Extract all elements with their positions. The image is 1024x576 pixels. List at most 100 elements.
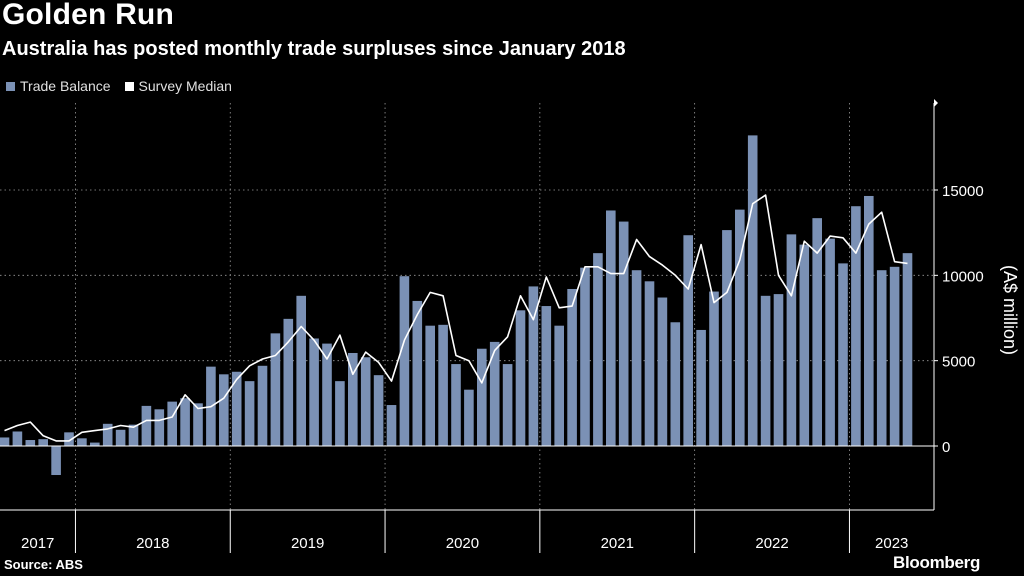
trade-balance-bar [154, 409, 165, 446]
trade-balance-bar [683, 235, 693, 446]
trade-balance-bar [167, 401, 177, 446]
x-year-label: 2021 [601, 535, 634, 552]
trade-balance-bar [335, 381, 345, 446]
x-year-label: 2019 [291, 535, 324, 552]
trade-balance-bar [12, 431, 23, 446]
trade-balance-bar [25, 440, 36, 446]
grid-lines [0, 103, 934, 510]
trade-balance-bar [51, 446, 61, 476]
trade-balance-bar [864, 195, 874, 446]
trade-balance-bar [515, 310, 526, 446]
trade-balance-bar [38, 439, 48, 446]
trade-balance-bar [489, 341, 500, 446]
chart-subtitle: Australia has posted monthly trade surpl… [2, 38, 626, 60]
source-note: Source: ABS [4, 557, 83, 572]
trade-balance-bar [670, 322, 681, 446]
trade-balance-bar [0, 437, 10, 446]
trade-balance-bar [696, 329, 706, 446]
y-tick-label: 15000 [942, 183, 984, 200]
trade-balance-bar [141, 405, 152, 446]
trade-balance-bar [322, 343, 332, 446]
y-axis-arrow [934, 99, 938, 107]
trade-balance-bar [283, 318, 294, 446]
trade-balance-bar [657, 297, 668, 446]
trade-balance-bar [722, 230, 732, 446]
x-year-label: 2020 [446, 535, 479, 552]
bars-group [0, 135, 913, 476]
trade-balance-bar [541, 306, 552, 446]
trade-balance-bar [838, 263, 848, 446]
legend-item-trade-balance: Trade Balance [6, 78, 111, 94]
trade-balance-bar [257, 365, 268, 446]
axes-group [0, 99, 938, 553]
y-tick-label: 5000 [942, 354, 975, 371]
trade-balance-bar [386, 405, 397, 446]
trade-balance-bar [477, 348, 487, 446]
trade-balance-bar [580, 267, 590, 446]
trade-balance-bar [812, 218, 822, 446]
trade-balance-bar [747, 135, 758, 447]
x-year-label: 2022 [755, 535, 788, 552]
trade-balance-bar [296, 295, 306, 446]
x-tick-labels: 2017 2018 2019 2020 2021 2022 2023 [21, 535, 908, 552]
y-tick-labels: 0 5000 10000 15000 [942, 183, 984, 456]
y-tick-label: 10000 [942, 268, 984, 285]
trade-balance-bar [399, 276, 410, 446]
trade-balance-bar [760, 295, 771, 446]
trade-balance-bar [77, 438, 87, 446]
trade-balance-bar [644, 281, 655, 446]
trade-balance-bar [102, 423, 113, 446]
trade-balance-bar [889, 266, 900, 446]
trade-balance-bar [115, 429, 126, 446]
trade-balance-bar [231, 371, 242, 446]
trade-balance-bar [631, 270, 642, 446]
trade-balance-bar [438, 324, 448, 446]
trade-balance-bar [464, 389, 474, 446]
trade-balance-bar [786, 234, 797, 446]
trade-balance-bar [373, 375, 384, 446]
legend-item-survey-median: Survey Median [124, 78, 232, 94]
trade-balance-bar [554, 325, 564, 446]
legend-label-trade-balance: Trade Balance [20, 78, 111, 94]
x-year-label: 2023 [875, 535, 908, 552]
trade-balance-bar [180, 398, 190, 446]
trade-balance-bar [90, 442, 100, 446]
trade-balance-bar [876, 270, 887, 446]
survey-median-line-group [4, 194, 908, 442]
trade-balance-bar [528, 286, 539, 446]
legend-swatch-trade-balance [6, 81, 15, 91]
legend-swatch-survey-median [124, 81, 134, 91]
trade-balance-bar [360, 357, 371, 446]
brand-logo-text: Bloomberg [893, 553, 981, 572]
chart-title: Golden Run [2, 0, 174, 31]
y-axis-label: (A$ million) [1000, 265, 1020, 355]
trade-balance-bar [825, 238, 835, 446]
x-year-label: 2017 [21, 535, 54, 552]
trade-balance-bar [606, 210, 616, 446]
trade-balance-bar [425, 325, 435, 446]
trade-balance-bar [567, 288, 577, 446]
trade-balance-bar [799, 244, 810, 446]
trade-balance-bar [270, 333, 281, 446]
legend-label-survey-median: Survey Median [138, 78, 232, 94]
trade-balance-bar [851, 206, 861, 446]
trade-balance-bar [773, 294, 784, 446]
trade-balance-bar [348, 352, 358, 446]
trade-balance-bar [735, 209, 745, 446]
trade-balance-bar [244, 381, 255, 446]
trade-balance-bar [128, 424, 139, 446]
trade-balance-bar [219, 374, 229, 446]
trade-balance-bar [593, 253, 603, 446]
y-tick-label: 0 [942, 439, 950, 456]
trade-balance-bar [451, 364, 461, 446]
survey-median-line [4, 194, 908, 442]
trade-balance-bar [709, 291, 719, 446]
trade-balance-bar [193, 403, 203, 446]
trade-balance-bar [64, 432, 74, 446]
trade-balance-bar [309, 338, 319, 446]
legend: Trade Balance Survey Median [6, 78, 232, 94]
trade-balance-bar [502, 364, 513, 446]
trade-balance-bar [902, 253, 913, 446]
trade-balance-bar [618, 221, 629, 446]
